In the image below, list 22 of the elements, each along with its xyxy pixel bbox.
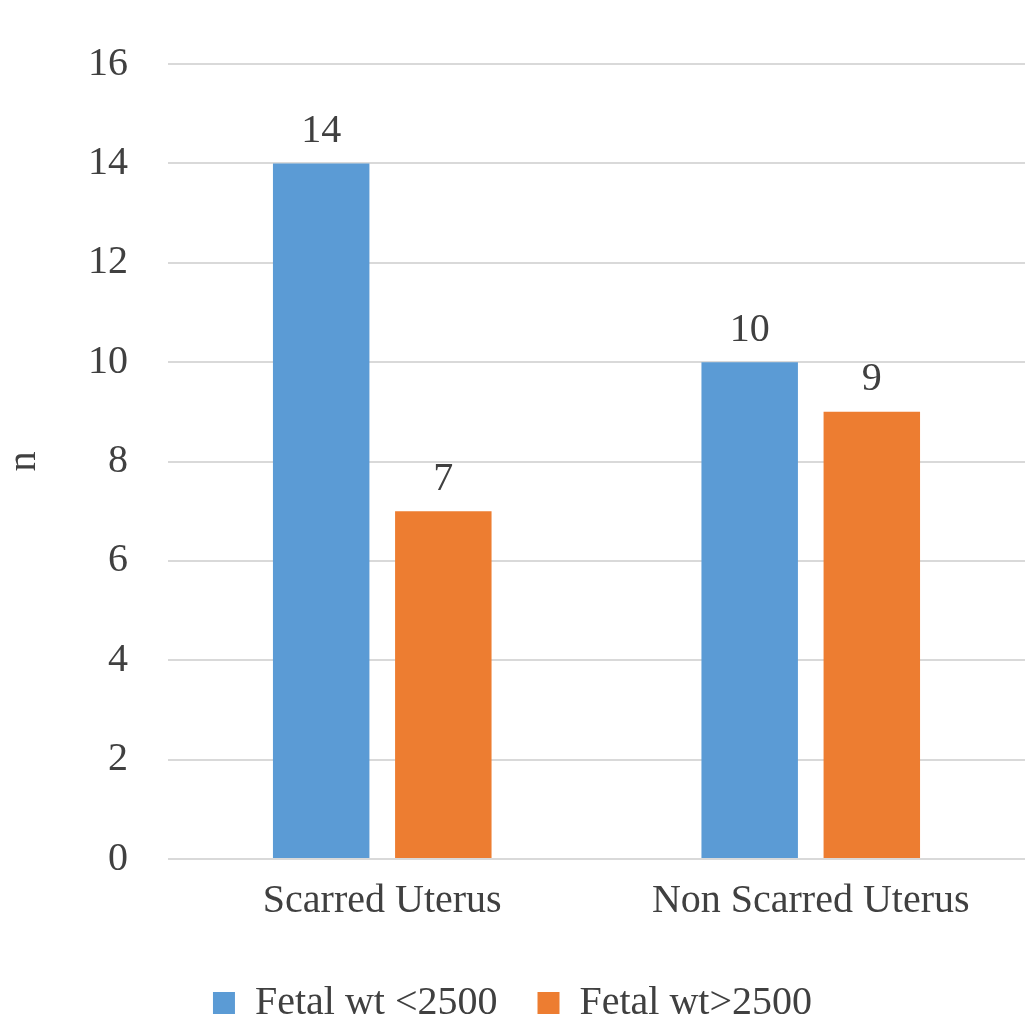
y-tick-label: 0: [108, 833, 128, 879]
y-tick-label: 10: [88, 336, 128, 382]
y-axis-title: n: [0, 451, 44, 472]
y-tick-label: 8: [108, 436, 128, 481]
bar: [272, 163, 370, 858]
y-tick-label: 4: [108, 634, 128, 680]
data-label: 9: [861, 354, 882, 400]
data-label: 10: [729, 304, 770, 350]
y-tick-label: 6: [108, 535, 128, 581]
x-tick-label: Non Scarred Uterus: [651, 875, 970, 921]
y-tick-label: 2: [108, 734, 128, 780]
data-label: 7: [433, 453, 454, 499]
legend-label: Fetal wt <2500: [254, 977, 498, 1023]
y-tick-label: 14: [88, 137, 128, 183]
y-tick-label: 12: [88, 237, 128, 283]
x-tick-label: Scarred Uterus: [262, 875, 502, 921]
bar: [395, 511, 492, 858]
bar: [701, 362, 798, 858]
data-label: 14: [301, 105, 342, 151]
legend-label: Fetal wt>2500: [579, 977, 813, 1023]
bar: [823, 411, 921, 858]
y-tick-label: 16: [88, 38, 128, 84]
